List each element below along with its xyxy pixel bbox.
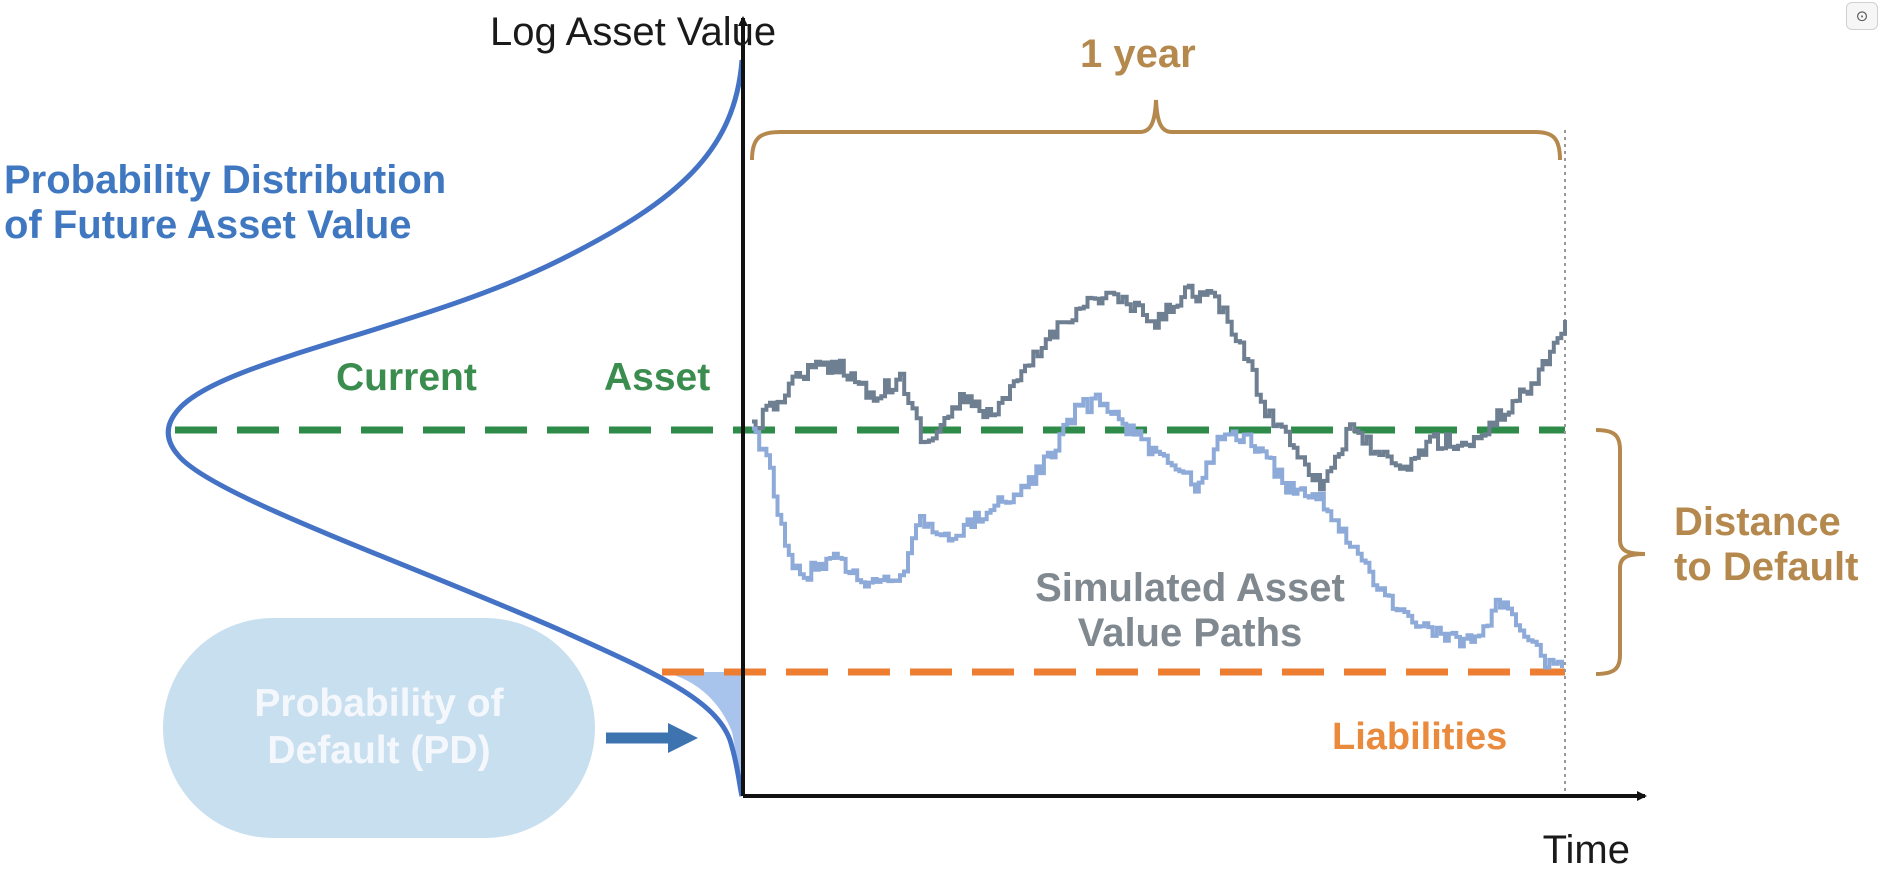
pd-label: Probability of Default (PD) [254,682,504,772]
x-axis-label: Time [1542,828,1630,872]
simulated-paths-label: Simulated Asset Value Paths [1035,566,1345,655]
simulated-path-lower [752,392,1564,670]
distance-to-default-label: Distance to Default [1674,500,1859,589]
y-axis-label: Log Asset Value [490,10,777,54]
screenshot-icon[interactable]: ⊙ [1846,2,1878,30]
current-label: Current [336,356,477,399]
distribution-title: Probability Distribution of Future Asset… [4,158,447,247]
one-year-brace [750,99,1562,161]
distance-to-default-brace [1595,428,1646,676]
distribution-curve [165,59,745,797]
simulated-path-upper [752,283,1567,492]
pd-arrow-icon [668,723,698,753]
liabilities-label: Liabilities [1332,716,1508,758]
one-year-label: 1 year [1080,32,1196,76]
pd-bubble: Probability of Default (PD) [163,618,595,838]
pd-tail-area [663,672,742,796]
asset-label: Asset [604,356,711,399]
